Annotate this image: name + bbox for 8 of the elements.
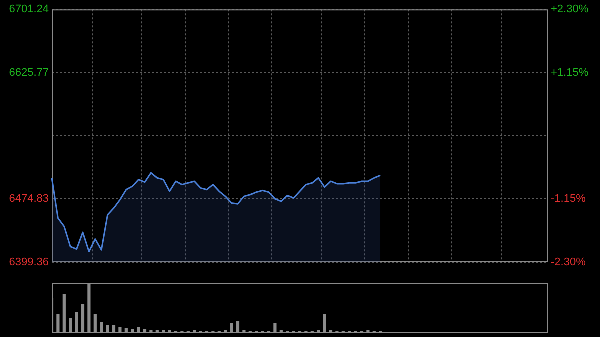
y-tick-label: 6625.77 — [9, 66, 49, 79]
y2-tick-label: -2.30% — [551, 256, 586, 268]
y2-tick-label: +1.15% — [551, 66, 589, 79]
y2-tick-label: -1.15% — [551, 193, 586, 206]
y-tick-label: 6701.24 — [9, 4, 49, 16]
y2-tick-label: +2.30% — [551, 4, 589, 16]
y-tick-label: 6399.36 — [9, 256, 49, 268]
y-tick-label: 6474.83 — [9, 193, 49, 206]
